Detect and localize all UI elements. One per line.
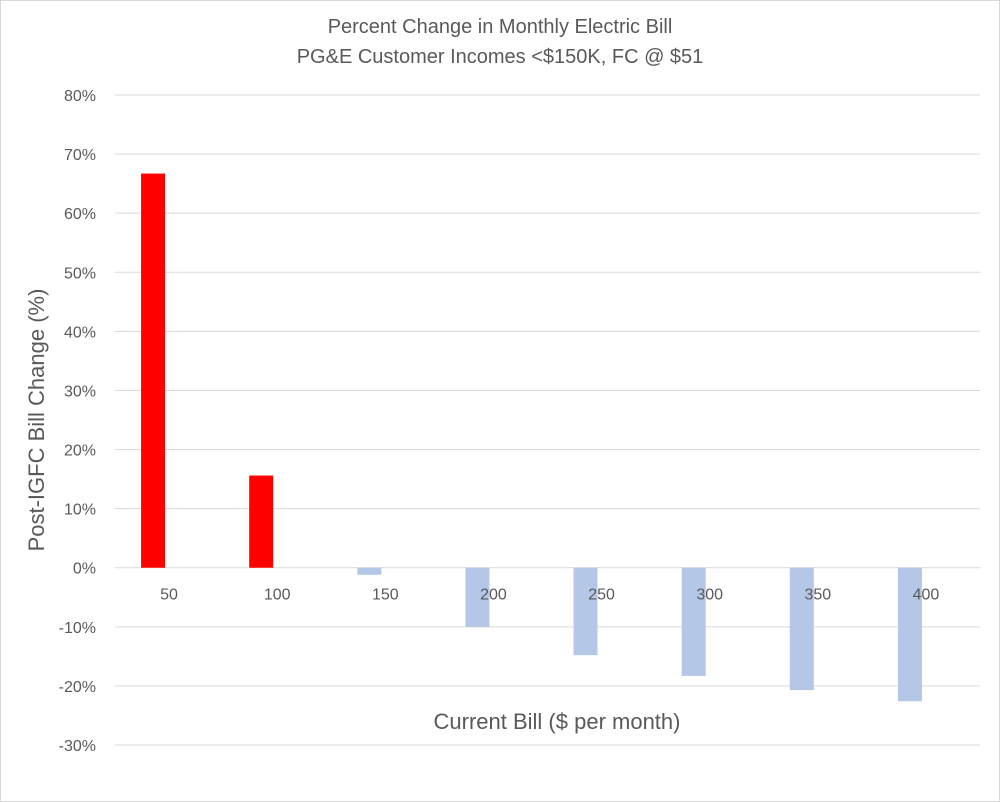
y-tick-label: 40%: [64, 324, 96, 341]
y-tick-label: 10%: [64, 502, 96, 519]
y-tick-label: 60%: [64, 206, 96, 223]
y-tick-label: 20%: [64, 443, 96, 460]
x-tick-label: 300: [696, 587, 723, 604]
x-tick-label: 150: [372, 587, 399, 604]
y-tick-label: -10%: [59, 620, 96, 637]
x-tick-label: 50: [160, 587, 178, 604]
x-axis-ticks: 50 100 150 200 250 300 350 400: [160, 587, 939, 604]
bar-350: [789, 567, 814, 691]
bar-300: [681, 567, 706, 676]
y-axis-title: Post-IGFC Bill Change (%): [24, 289, 49, 552]
bar-50: [141, 173, 166, 568]
x-tick-label: 350: [804, 587, 831, 604]
y-tick-label: 0%: [73, 561, 96, 578]
gridlines: [115, 94, 980, 746]
bar-250: [573, 567, 598, 656]
x-tick-label: 400: [913, 587, 940, 604]
chart-subtitle: PG&E Customer Incomes <$150K, FC @ $51: [296, 46, 704, 68]
y-tick-label: -30%: [59, 738, 96, 755]
bar-400: [897, 567, 922, 702]
y-axis-ticks: 80% 70% 60% 50% 40% 30% 20% 10% 0% -10% -20% -30%: [59, 88, 96, 755]
y-tick-label: 80%: [64, 88, 96, 105]
y-tick-label: 50%: [64, 265, 96, 282]
x-tick-label: 250: [588, 587, 615, 604]
x-tick-label: 100: [264, 587, 291, 604]
bars: [141, 173, 922, 702]
y-tick-label: 30%: [64, 383, 96, 400]
x-axis-title: Current Bill ($ per month): [434, 709, 681, 734]
bar-100: [249, 475, 274, 568]
bar-150: [357, 567, 382, 575]
bar-200: [465, 567, 490, 627]
chart-title: Percent Change in Monthly Electric Bill: [327, 16, 673, 38]
y-tick-label: -20%: [59, 679, 96, 696]
x-tick-label: 200: [480, 587, 507, 604]
y-tick-label: 70%: [64, 147, 96, 164]
